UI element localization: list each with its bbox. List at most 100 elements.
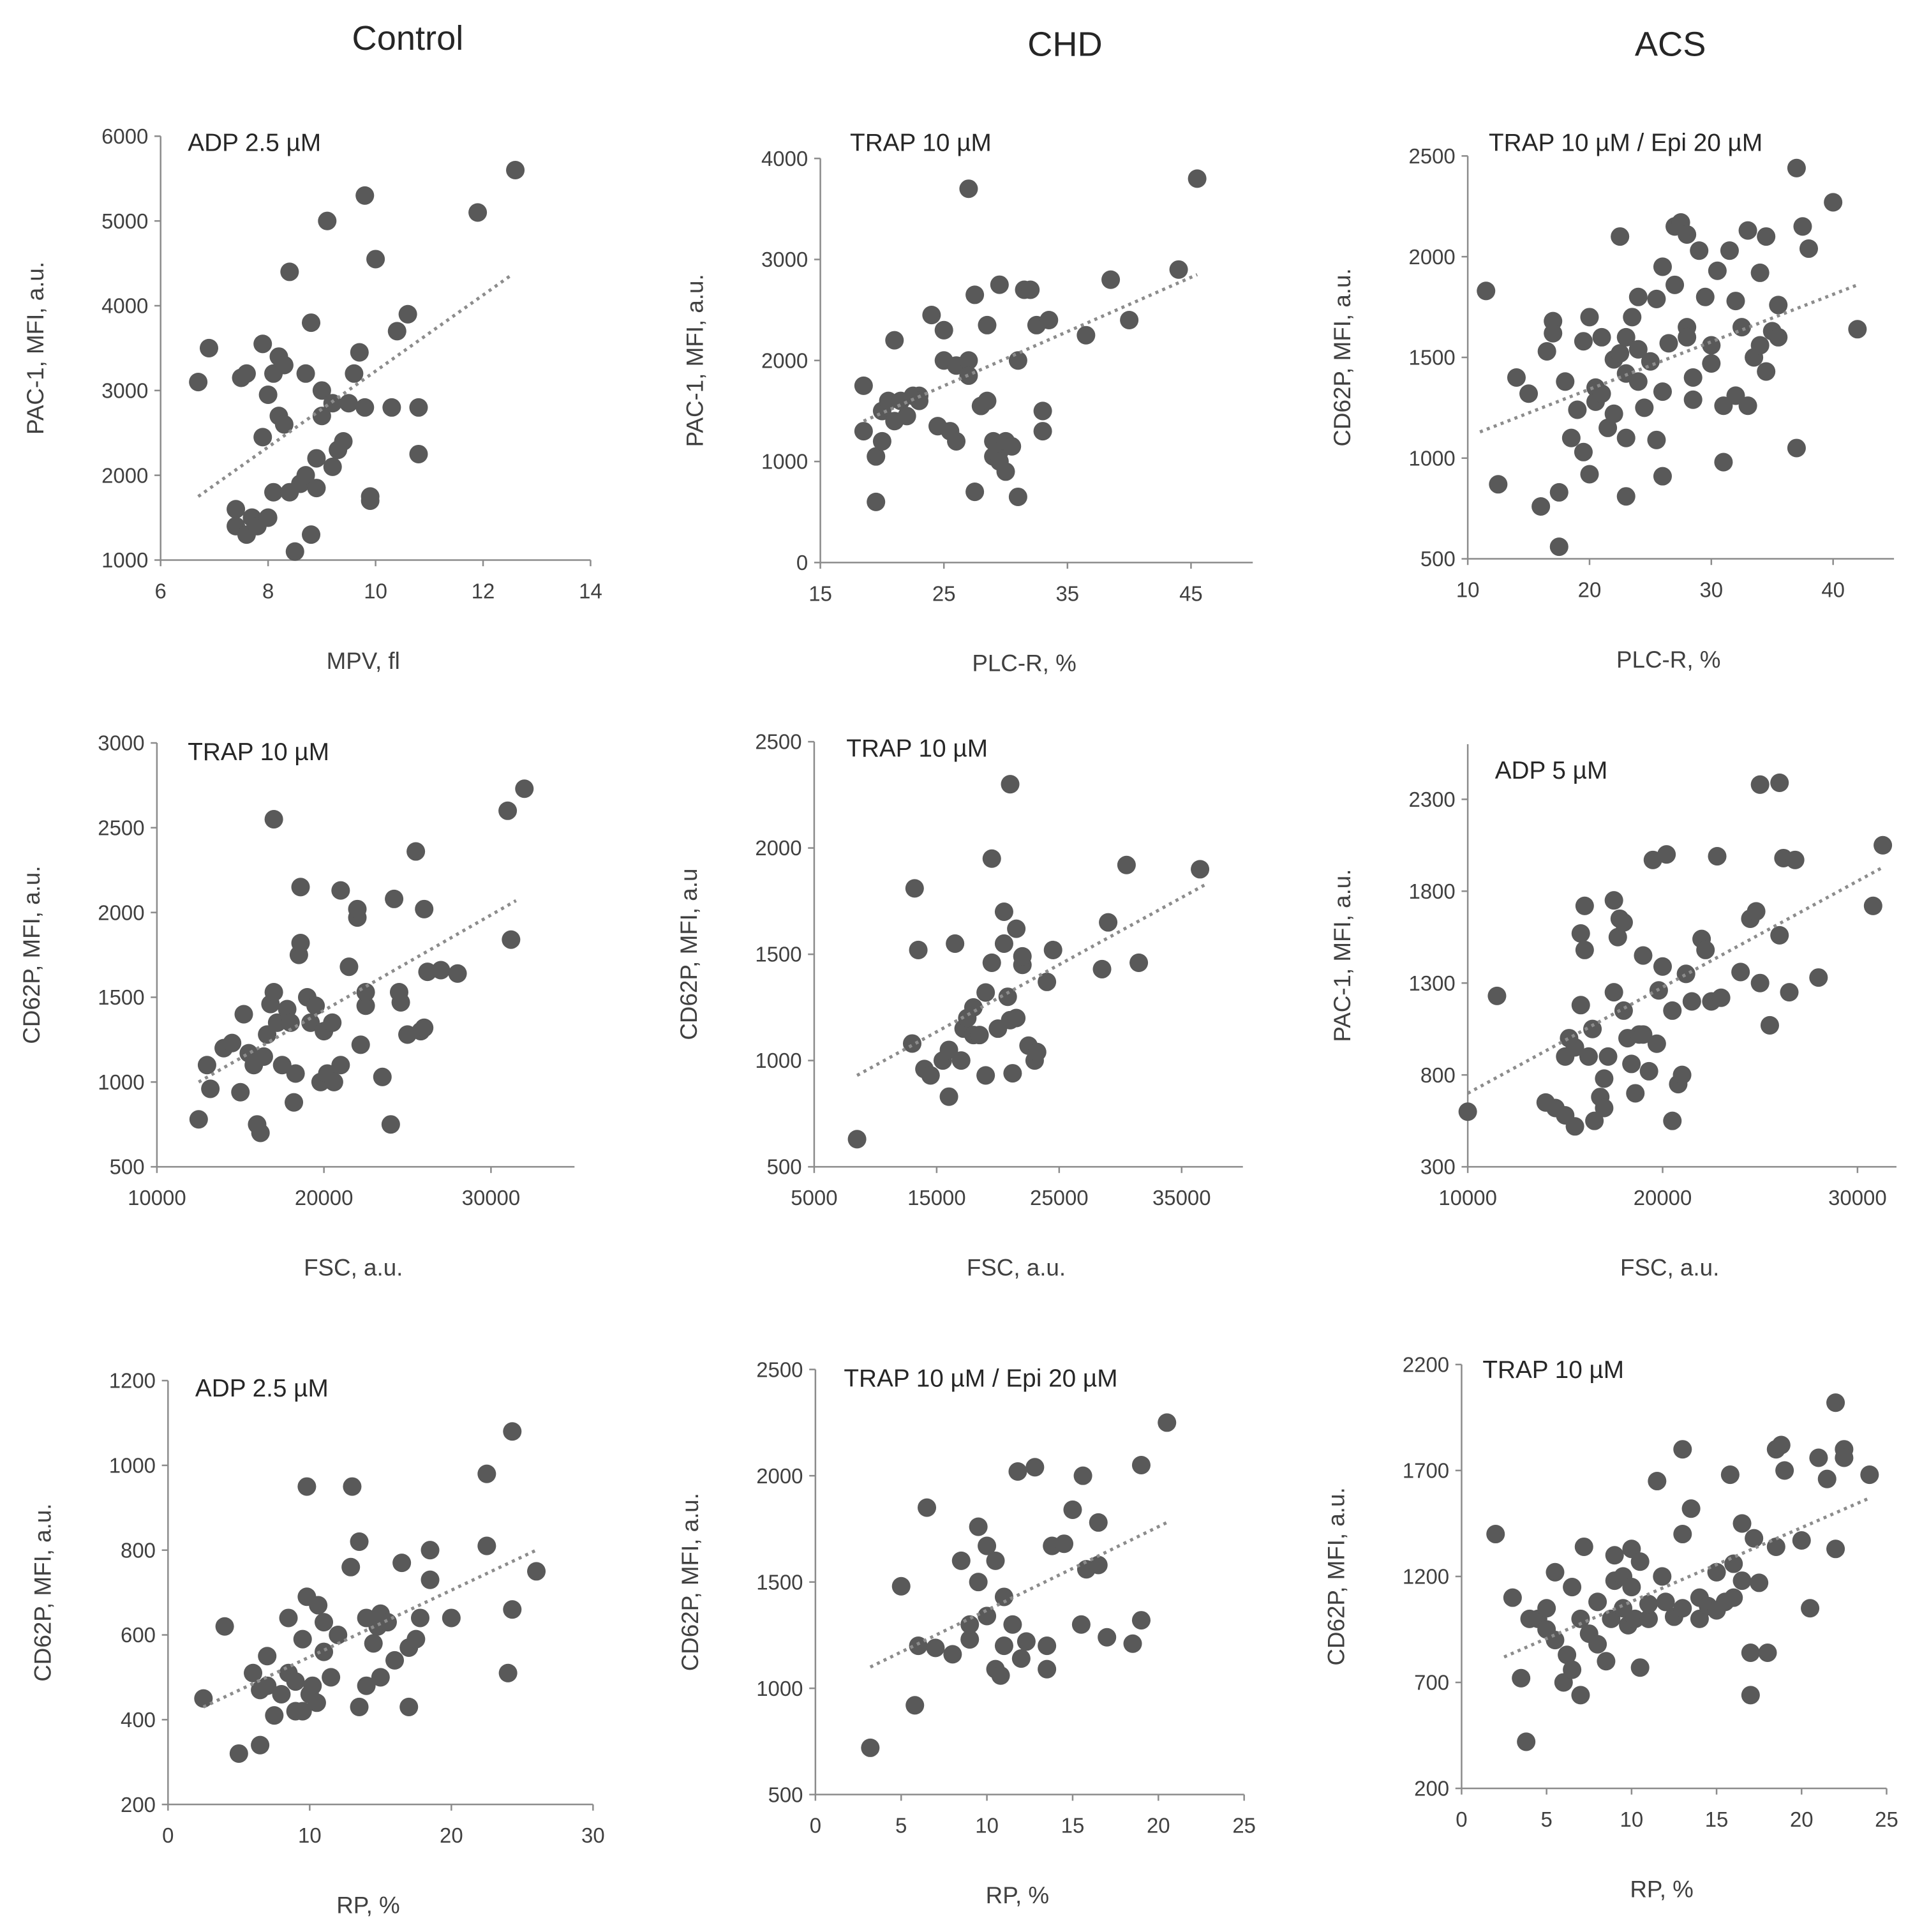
data-point xyxy=(1131,1611,1151,1630)
data-point xyxy=(1129,953,1149,972)
data-point xyxy=(306,996,325,1015)
data-point xyxy=(1123,1634,1142,1653)
data-point xyxy=(1738,221,1757,240)
data-point xyxy=(991,1666,1010,1685)
data-point xyxy=(909,391,929,410)
trend-line xyxy=(1479,283,1858,434)
data-point xyxy=(1770,773,1789,792)
data-point xyxy=(1809,1448,1828,1467)
data-point xyxy=(431,961,451,980)
y-tick-label: 1200 xyxy=(1403,1565,1449,1589)
data-point xyxy=(1760,1015,1779,1035)
x-tick-label: 35 xyxy=(1056,581,1080,605)
x-tick-label: 30 xyxy=(581,1823,605,1847)
data-point xyxy=(1017,1632,1036,1651)
data-point xyxy=(854,422,873,441)
data-point xyxy=(922,306,941,325)
x-axis-label: MPV, fl xyxy=(327,648,400,674)
data-point xyxy=(918,1498,937,1517)
data-point xyxy=(1546,1631,1565,1650)
data-point xyxy=(939,1040,958,1060)
data-point xyxy=(1702,354,1721,373)
data-point xyxy=(1639,1594,1658,1614)
data-point xyxy=(1038,972,1057,991)
x-tick-label: 20 xyxy=(1790,1808,1814,1831)
data-point xyxy=(1628,372,1648,391)
data-point xyxy=(1043,940,1062,959)
y-tick-label: 1000 xyxy=(109,1454,156,1478)
data-point xyxy=(1639,1609,1658,1628)
data-point xyxy=(1101,270,1121,289)
data-point xyxy=(378,1613,397,1632)
data-point xyxy=(415,899,434,918)
data-point xyxy=(318,211,337,230)
data-point xyxy=(1021,280,1040,299)
data-point xyxy=(502,930,521,949)
data-point xyxy=(1611,227,1630,246)
data-point xyxy=(234,1005,253,1024)
data-point xyxy=(1757,362,1776,381)
data-point xyxy=(1489,475,1508,494)
condition-annotation: TRAP 10 µM / Epi 20 µM xyxy=(1489,130,1762,157)
data-point xyxy=(939,1087,958,1106)
data-point xyxy=(1574,442,1593,461)
data-point xyxy=(307,1693,326,1712)
data-point xyxy=(343,1477,362,1496)
data-point xyxy=(1695,287,1715,306)
data-point xyxy=(1537,341,1556,361)
data-point xyxy=(1770,925,1789,945)
data-point xyxy=(1653,467,1672,486)
y-tick-label: 400 xyxy=(121,1708,156,1732)
x-tick-label: 0 xyxy=(810,1814,821,1838)
data-point xyxy=(1625,1609,1644,1628)
data-point xyxy=(1565,1038,1584,1057)
data-point xyxy=(1678,225,1697,244)
data-point xyxy=(1678,327,1697,347)
data-point xyxy=(1682,992,1701,1011)
trend-line xyxy=(1466,865,1884,1095)
data-point xyxy=(391,992,410,1012)
data-point xyxy=(1595,1069,1614,1088)
data-point xyxy=(1758,1643,1777,1663)
y-tick-label: 3000 xyxy=(101,378,148,402)
data-point xyxy=(1120,310,1139,330)
data-point xyxy=(1663,1111,1682,1130)
data-point xyxy=(361,487,380,506)
data-point xyxy=(254,1047,273,1066)
data-point xyxy=(1826,1539,1845,1559)
y-tick-label: 600 xyxy=(121,1623,156,1647)
data-point xyxy=(279,1608,298,1628)
y-tick-label: 2000 xyxy=(756,1464,803,1488)
y-tick-label: 2000 xyxy=(761,348,808,372)
data-point xyxy=(280,262,299,281)
y-tick-label: 1700 xyxy=(1403,1459,1449,1483)
data-point xyxy=(399,1697,419,1716)
data-point xyxy=(1630,1658,1650,1677)
data-point xyxy=(998,987,1017,1007)
data-point xyxy=(385,1651,405,1670)
data-point xyxy=(1008,487,1027,506)
data-point xyxy=(1835,1448,1854,1467)
data-point xyxy=(251,1735,270,1755)
condition-annotation: TRAP 10 µM / Epi 20 µM xyxy=(844,1365,1117,1393)
y-tick-label: 0 xyxy=(796,551,808,574)
data-point xyxy=(960,1630,980,1649)
data-point xyxy=(1726,386,1745,405)
data-point xyxy=(1860,1465,1879,1485)
data-point xyxy=(1738,396,1757,416)
data-point xyxy=(1623,308,1642,327)
data-point xyxy=(1549,537,1569,557)
data-point xyxy=(1512,1668,1531,1688)
data-point xyxy=(1561,428,1581,447)
data-point xyxy=(1038,1636,1057,1656)
data-point xyxy=(1477,281,1496,301)
data-point xyxy=(409,444,428,463)
x-axis-label: FSC, a.u. xyxy=(304,1255,403,1281)
data-point xyxy=(1604,983,1623,1002)
y-axis-label: CD62P, MFI, a.u. xyxy=(19,865,45,1044)
data-point xyxy=(448,964,467,983)
data-point xyxy=(382,398,401,417)
data-point xyxy=(1585,1111,1604,1130)
data-point xyxy=(503,1600,522,1619)
